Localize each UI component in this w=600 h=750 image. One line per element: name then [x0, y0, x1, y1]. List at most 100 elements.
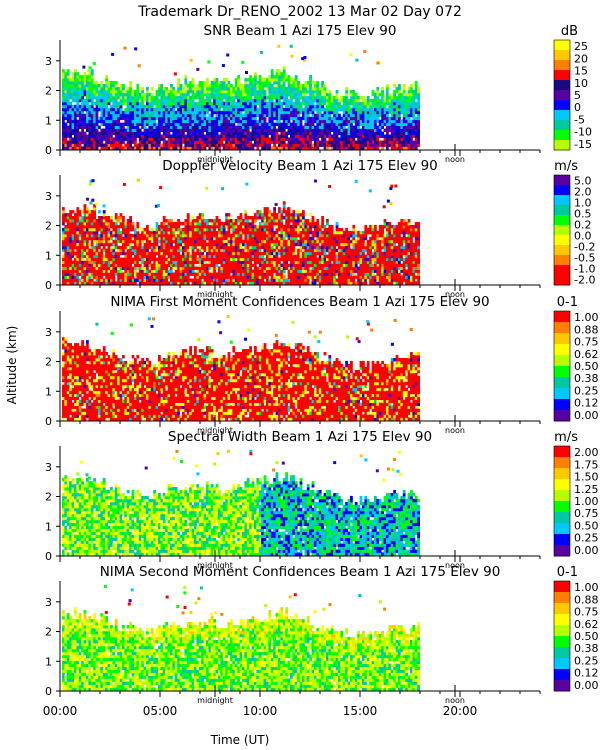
heatmap-cell — [194, 266, 197, 270]
heatmap-cell — [203, 81, 207, 85]
heatmap-cell — [280, 81, 284, 85]
heatmap-cell — [134, 269, 137, 273]
heatmap-cell — [112, 275, 116, 279]
heatmap-cell — [371, 92, 375, 97]
heatmap-cell — [261, 101, 264, 106]
heatmap-cell — [362, 146, 365, 150]
heatmap-cell — [136, 125, 140, 129]
heatmap-cell — [398, 84, 401, 88]
heatmap-cell — [395, 134, 399, 138]
heatmap-cell — [138, 251, 142, 256]
heatmap-cell — [218, 242, 221, 247]
heatmap-cell — [290, 107, 293, 112]
heatmap-cell — [383, 107, 387, 112]
heatmap-cell — [230, 125, 233, 129]
heatmap-cell — [119, 257, 123, 261]
heatmap-cell — [294, 98, 298, 103]
heatmap-cell — [196, 266, 200, 270]
heatmap-cell — [158, 113, 161, 118]
heatmap-cell — [342, 104, 346, 109]
heatmap-cell — [390, 107, 394, 112]
heatmap-cell — [395, 146, 399, 150]
heatmap-cell — [110, 107, 113, 112]
heatmap-cell — [311, 122, 315, 126]
heatmap-cell — [256, 81, 260, 85]
heatmap-cell — [383, 95, 387, 100]
heatmap-cell — [198, 131, 202, 135]
heatmap-cell — [218, 266, 221, 270]
heatmap-cell — [179, 92, 183, 97]
heatmap-cell — [234, 248, 238, 253]
heatmap-cell — [194, 122, 197, 126]
heatmap-cell — [381, 134, 384, 138]
heatmap-cell — [194, 272, 197, 276]
heatmap-cell — [290, 110, 293, 115]
heatmap-cell — [98, 233, 101, 238]
heatmap-cell — [378, 143, 382, 147]
legend-swatch — [554, 50, 570, 61]
heatmap-cell — [256, 137, 260, 141]
heatmap-cell — [177, 125, 180, 129]
legend-swatch — [554, 40, 570, 51]
heatmap-cell — [350, 95, 353, 100]
heatmap-cell — [143, 266, 147, 270]
heatmap-cell — [256, 242, 260, 247]
heatmap-cell — [198, 230, 202, 235]
heatmap-cell — [302, 89, 305, 94]
heatmap-cell — [302, 134, 305, 138]
heatmap-cell — [203, 245, 207, 250]
heatmap-cell — [340, 119, 344, 124]
heatmap-cell — [174, 134, 178, 138]
heatmap-cell — [249, 84, 252, 88]
heatmap-cell — [179, 125, 183, 129]
heatmap-cell — [150, 140, 154, 144]
heatmap-cell — [83, 134, 87, 138]
heatmap-cell — [162, 239, 166, 244]
heatmap-cell — [134, 137, 137, 141]
heatmap-cell — [275, 119, 279, 124]
heatmap-cell — [138, 122, 142, 126]
heatmap-cell — [174, 110, 178, 115]
heatmap-cell — [83, 84, 87, 88]
heatmap-cell — [242, 116, 245, 121]
heatmap-cell — [76, 125, 80, 129]
heatmap-cell — [275, 95, 279, 100]
heatmap-cell — [297, 134, 300, 138]
heatmap-cell — [93, 239, 96, 244]
heatmap-cell — [249, 89, 252, 94]
heatmap-cell — [263, 131, 267, 135]
heatmap-cell — [338, 128, 341, 132]
heatmap-cell — [328, 89, 332, 94]
heatmap-cell — [326, 143, 329, 147]
heatmap-cell — [215, 122, 219, 126]
heatmap-cell — [76, 128, 80, 132]
heatmap-cell — [309, 104, 312, 109]
heatmap-cell — [297, 98, 300, 103]
heatmap-cell — [74, 116, 77, 121]
heatmap-cell — [263, 98, 267, 103]
heatmap-cell — [340, 131, 344, 135]
heatmap-cell — [306, 87, 310, 91]
heatmap-cell — [270, 75, 274, 79]
heatmap-cell — [150, 119, 154, 124]
heatmap-cell — [186, 227, 190, 232]
heatmap-cell — [261, 107, 264, 112]
heatmap-cell — [174, 251, 178, 256]
heatmap-cell — [122, 275, 125, 279]
heatmap-cell — [69, 236, 72, 241]
heatmap-cell — [410, 131, 413, 135]
heatmap-cell — [366, 146, 370, 150]
heatmap-cell — [363, 50, 367, 53]
heatmap-cell — [230, 92, 233, 97]
heatmap-cell — [206, 227, 209, 232]
heatmap-cell — [410, 107, 413, 112]
heatmap-cell — [412, 131, 416, 135]
heatmap-cell — [105, 269, 108, 273]
heatmap-cell — [170, 110, 173, 115]
heatmap-cell — [90, 213, 94, 217]
heatmap-cell — [76, 134, 80, 138]
heatmap-cell — [160, 254, 164, 259]
heatmap-cell — [234, 107, 238, 112]
heatmap-cell — [189, 134, 192, 138]
heatmap-cell — [345, 92, 348, 97]
